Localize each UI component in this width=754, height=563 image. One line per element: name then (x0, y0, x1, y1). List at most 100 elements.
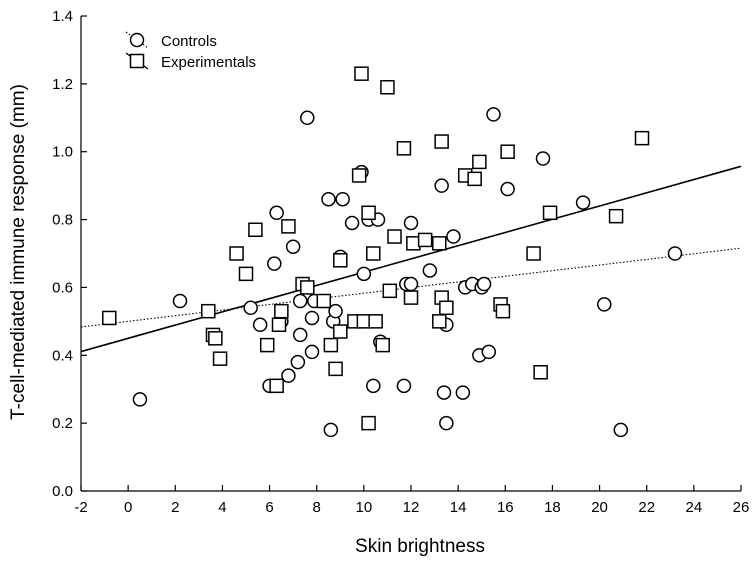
point-experimentals (434, 134, 449, 149)
point-controls (132, 392, 148, 407)
x-tick-label: 16 (497, 499, 514, 516)
x-tick-label: 14 (450, 499, 467, 516)
point-experimentals (432, 314, 447, 329)
legend-marker-experimentals (129, 53, 145, 69)
axes: -2 0 2 4 6 8 10 12 14 16 18 20 22 24 260.00.20.40.60.8… (52, 8, 749, 516)
point-controls (304, 310, 320, 326)
point-experimentals (396, 141, 412, 156)
point-experimentals (608, 208, 624, 224)
y-tick-label: 0.4 (52, 347, 73, 364)
legend-line-controls (125, 31, 149, 49)
legend-label-controls: Controls (161, 33, 217, 50)
point-controls (267, 256, 282, 271)
point-experimentals (542, 205, 558, 221)
point-experimentals (201, 303, 216, 319)
point-experimentals (500, 144, 515, 159)
point-experimentals (634, 130, 650, 146)
point-controls (486, 107, 501, 122)
fit-line-experimentals (80, 165, 742, 353)
x-tick-label: -2 (74, 499, 87, 516)
point-experimentals (432, 236, 447, 251)
point-controls (290, 354, 306, 370)
point-controls (281, 368, 296, 383)
y-axis-title: T-cell-mediated immune response (mm) (8, 84, 29, 420)
point-controls (613, 422, 629, 438)
point-experimentals (229, 246, 244, 261)
x-tick-label: 18 (544, 499, 561, 516)
point-controls (243, 300, 258, 316)
fit-line-controls (80, 247, 742, 328)
point-controls (422, 263, 438, 278)
point-controls (535, 151, 551, 166)
point-controls (500, 181, 515, 197)
x-tick-label: 2 (171, 499, 179, 516)
y-tick-label: 1.0 (52, 144, 73, 161)
point-controls (575, 195, 591, 210)
point-experimentals (281, 219, 296, 234)
point-experimentals (368, 314, 383, 329)
point-controls (323, 422, 339, 438)
x-tick-label: 10 (356, 499, 373, 516)
legend-label-experimentals: Experimentals (161, 54, 256, 71)
point-controls (304, 344, 320, 360)
point-controls (344, 215, 360, 231)
point-experimentals (387, 229, 402, 244)
x-axis-title: Skin brightness (355, 536, 485, 557)
data-points (102, 66, 683, 438)
y-tick-label: 0.0 (52, 483, 73, 500)
point-experimentals (351, 168, 367, 183)
x-tick-label: 8 (313, 499, 321, 516)
point-experimentals (526, 246, 541, 261)
point-experimentals (316, 293, 332, 309)
point-controls (300, 110, 315, 126)
point-controls (476, 276, 492, 292)
point-experimentals (467, 171, 482, 187)
point-controls (356, 266, 372, 282)
point-experimentals (439, 300, 454, 316)
point-experimentals (271, 317, 287, 332)
point-experimentals (380, 80, 395, 95)
point-experimentals (472, 154, 487, 170)
point-experimentals (238, 266, 254, 282)
point-controls (292, 293, 308, 309)
x-tick-label: 24 (686, 499, 703, 516)
point-experimentals (533, 365, 548, 380)
point-experimentals (495, 303, 511, 319)
legend-item-experimentals: Experimentals (125, 52, 256, 71)
point-experimentals (274, 303, 289, 319)
x-tick-label: 26 (733, 499, 750, 516)
point-experimentals (366, 246, 381, 261)
point-experimentals (375, 337, 390, 353)
regression-lines (80, 165, 742, 353)
x-tick-label: 0 (124, 499, 132, 516)
y-tick-label: 1.2 (52, 76, 73, 93)
y-tick-label: 0.2 (52, 415, 73, 432)
x-tick-label: 4 (218, 499, 226, 516)
x-tick-label: 12 (403, 499, 420, 516)
point-experimentals (300, 280, 315, 295)
point-experimentals (354, 66, 369, 81)
point-experimentals (248, 222, 263, 237)
point-controls (321, 191, 336, 207)
point-controls (252, 317, 268, 332)
point-controls (269, 205, 284, 221)
point-experimentals (259, 337, 275, 353)
point-experimentals (323, 337, 339, 353)
point-controls (597, 297, 612, 312)
point-controls (481, 344, 497, 360)
point-experimentals (212, 351, 228, 366)
point-controls (439, 415, 454, 431)
point-experimentals (333, 253, 348, 268)
legend: Controls Experimentals (125, 31, 256, 71)
point-experimentals (208, 331, 223, 346)
point-experimentals (102, 310, 117, 326)
point-controls (455, 385, 471, 400)
point-experimentals (333, 324, 348, 339)
x-tick-label: 22 (638, 499, 655, 516)
point-experimentals (269, 378, 284, 394)
x-tick-label: 20 (591, 499, 608, 516)
point-controls (436, 385, 452, 400)
point-controls (446, 229, 461, 244)
point-controls (285, 239, 301, 254)
